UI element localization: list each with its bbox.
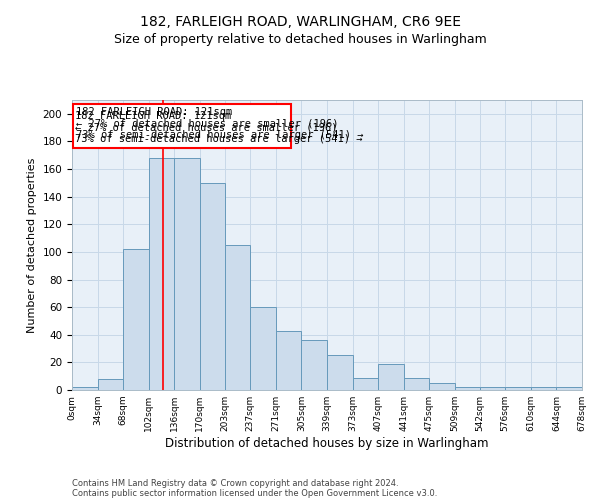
Bar <box>276 330 301 390</box>
Text: 182 FARLEIGH ROAD: 121sqm
← 27% of detached houses are smaller (196)
73% of semi: 182 FARLEIGH ROAD: 121sqm ← 27% of detac… <box>76 107 363 140</box>
Bar <box>72 387 98 390</box>
Bar <box>224 245 250 390</box>
Bar <box>556 387 582 390</box>
Text: 182, FARLEIGH ROAD, WARLINGHAM, CR6 9EE: 182, FARLEIGH ROAD, WARLINGHAM, CR6 9EE <box>139 15 461 29</box>
Text: Contains HM Land Registry data © Crown copyright and database right 2024.: Contains HM Land Registry data © Crown c… <box>72 478 398 488</box>
Y-axis label: Number of detached properties: Number of detached properties <box>27 158 37 332</box>
Bar <box>250 307 276 390</box>
Bar <box>98 379 123 390</box>
Bar <box>505 387 531 390</box>
Bar <box>149 158 175 390</box>
X-axis label: Distribution of detached houses by size in Warlingham: Distribution of detached houses by size … <box>165 437 489 450</box>
Text: Size of property relative to detached houses in Warlingham: Size of property relative to detached ho… <box>113 32 487 46</box>
Text: 182 FARLEIGH ROAD: 121sqm
← 27% of detached houses are smaller (196)
73% of semi: 182 FARLEIGH ROAD: 121sqm ← 27% of detac… <box>75 111 362 144</box>
Bar <box>73 104 291 148</box>
Text: Contains public sector information licensed under the Open Government Licence v3: Contains public sector information licen… <box>72 488 437 498</box>
Bar <box>455 387 481 390</box>
Bar <box>301 340 327 390</box>
Bar <box>200 183 226 390</box>
Bar <box>353 378 378 390</box>
Bar <box>531 387 556 390</box>
Bar <box>378 364 404 390</box>
Bar <box>175 158 200 390</box>
Bar <box>430 383 455 390</box>
Bar <box>327 356 353 390</box>
Bar <box>479 387 505 390</box>
Bar <box>404 378 430 390</box>
Bar <box>123 249 149 390</box>
